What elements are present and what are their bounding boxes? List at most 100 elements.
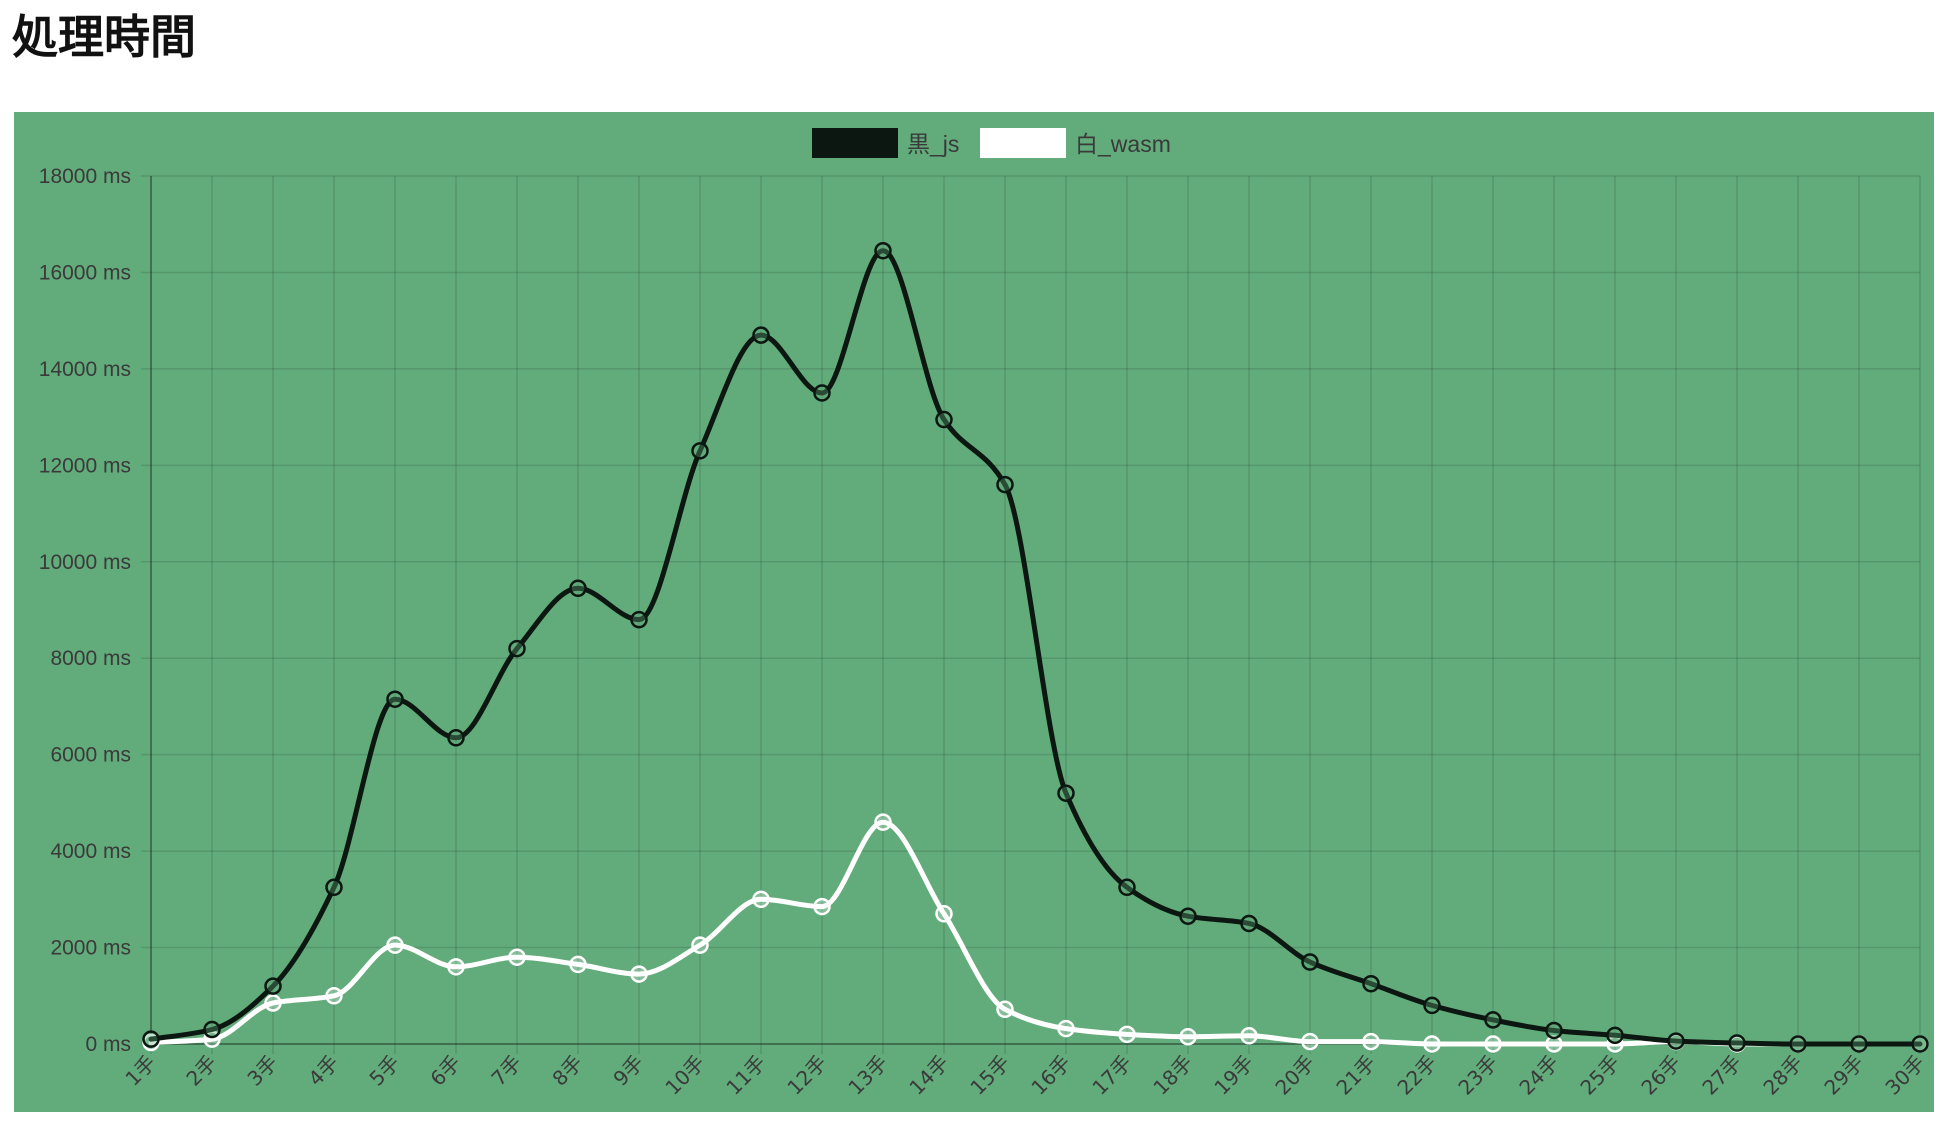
data-point[interactable]: [569, 579, 587, 598]
data-point[interactable]: [1240, 1027, 1258, 1045]
data-point[interactable]: [813, 897, 831, 916]
data-point[interactable]: [1423, 996, 1441, 1015]
axes: [150, 176, 1920, 1045]
x-tick-label: 17手: [1087, 1051, 1136, 1100]
data-point[interactable]: [1545, 1035, 1563, 1053]
data-point[interactable]: [1240, 914, 1258, 933]
legend[interactable]: 黒_js 白_wasm: [812, 128, 1171, 158]
x-tick-label: 12手: [782, 1051, 831, 1100]
data-point[interactable]: [386, 936, 404, 954]
x-tick-label: 30手: [1880, 1051, 1929, 1100]
data-point[interactable]: [1667, 1032, 1685, 1050]
x-tick-label: 2手: [181, 1051, 221, 1091]
y-tick-label: 10000 ms: [39, 551, 131, 574]
data-point[interactable]: [874, 813, 892, 831]
x-tick-label: 13手: [843, 1051, 892, 1100]
data-point[interactable]: [1179, 907, 1197, 925]
series-line: [148, 819, 1923, 1047]
data-point[interactable]: [996, 475, 1014, 494]
data-point[interactable]: [325, 987, 343, 1005]
y-tick-label: 14000 ms: [39, 358, 131, 381]
data-point[interactable]: [264, 977, 282, 995]
data-point[interactable]: [1057, 784, 1075, 802]
data-point[interactable]: [569, 955, 587, 974]
data-point[interactable]: [813, 384, 831, 402]
data-point[interactable]: [691, 442, 709, 460]
data-point[interactable]: [1118, 878, 1136, 897]
data-point[interactable]: [1545, 1021, 1563, 1040]
x-tick-label: 3手: [242, 1051, 282, 1091]
data-point[interactable]: [752, 326, 770, 344]
x-tick-label: 26手: [1636, 1051, 1685, 1100]
y-axis-ticks: 0 ms 2000 ms 4000 ms 6000 ms 8000 ms 10000 ms…: [39, 165, 131, 1056]
data-point[interactable]: [1179, 1028, 1197, 1046]
data-point[interactable]: [1301, 953, 1319, 971]
x-tick-label: 15手: [965, 1051, 1014, 1100]
data-point[interactable]: [996, 1000, 1014, 1019]
x-tick-label: 16手: [1026, 1051, 1075, 1100]
data-point[interactable]: [325, 878, 343, 897]
data-point[interactable]: [447, 958, 465, 976]
data-point[interactable]: [447, 729, 465, 747]
series-js: [142, 241, 1929, 1053]
legend-item-wasm[interactable]: 白_wasm: [980, 128, 1171, 158]
data-point[interactable]: [752, 890, 770, 909]
data-point[interactable]: [1057, 1019, 1075, 1038]
x-tick-label: 23手: [1453, 1051, 1502, 1100]
x-tick-label: 1手: [120, 1051, 160, 1091]
chart-panel: 0 ms 2000 ms 4000 ms 6000 ms 8000 ms 10000 ms…: [14, 112, 1934, 1112]
page-title: 処理時間: [12, 10, 196, 64]
x-tick-label: 7手: [486, 1051, 526, 1091]
data-point[interactable]: [935, 905, 953, 923]
data-point[interactable]: [1911, 1035, 1929, 1053]
x-tick-label: 6手: [425, 1051, 465, 1091]
x-tick-label: 27手: [1697, 1051, 1746, 1100]
data-point[interactable]: [1606, 1026, 1624, 1045]
x-tick-label: 20手: [1270, 1051, 1319, 1100]
x-tick-label: 18手: [1148, 1051, 1197, 1100]
x-tick-label: 9手: [608, 1051, 648, 1091]
data-point[interactable]: [508, 639, 526, 658]
data-point[interactable]: [1484, 1035, 1502, 1053]
data-point[interactable]: [630, 610, 648, 629]
x-tick-label: 25手: [1575, 1051, 1624, 1100]
data-point[interactable]: [1301, 1032, 1319, 1051]
data-point[interactable]: [1484, 1011, 1502, 1029]
series-lines: [142, 241, 1929, 1053]
legend-label: 黒_js: [907, 131, 959, 157]
y-tick-label: 16000 ms: [39, 261, 131, 284]
y-tick-label: 4000 ms: [50, 840, 131, 863]
data-point[interactable]: [874, 241, 892, 260]
x-tick-label: 21手: [1331, 1051, 1380, 1100]
data-point[interactable]: [1728, 1034, 1746, 1052]
data-point[interactable]: [1423, 1035, 1441, 1053]
y-tick-label: 0 ms: [85, 1033, 131, 1056]
x-axis-ticks: 1手 2手 3手 4手 5手 6手 7手 8手 9手 10手 11手 12手 13手 14手 15手 16手 1…: [120, 1051, 1929, 1100]
legend-item-js[interactable]: 黒_js: [812, 128, 959, 158]
data-point[interactable]: [1850, 1035, 1868, 1053]
legend-swatch: [812, 128, 898, 158]
data-point[interactable]: [508, 948, 526, 966]
data-point[interactable]: [1789, 1035, 1807, 1053]
x-tick-label: 11手: [721, 1051, 770, 1100]
data-point[interactable]: [1362, 1032, 1380, 1051]
series-line: [148, 248, 1923, 1047]
data-point[interactable]: [935, 410, 953, 429]
data-point[interactable]: [1118, 1025, 1136, 1044]
legend-label: 白_wasm: [1075, 131, 1171, 157]
x-tick-label: 19手: [1209, 1051, 1258, 1100]
x-tick-label: 5手: [364, 1051, 404, 1091]
data-point[interactable]: [691, 936, 709, 954]
y-tick-label: 12000 ms: [39, 454, 131, 477]
y-tick-label: 18000 ms: [39, 165, 131, 188]
x-tick-label: 14手: [904, 1051, 953, 1100]
data-point[interactable]: [264, 994, 282, 1012]
data-point[interactable]: [386, 690, 404, 708]
data-point[interactable]: [203, 1020, 221, 1039]
x-tick-label: 24手: [1514, 1051, 1563, 1100]
data-point[interactable]: [630, 965, 648, 983]
x-tick-label: 22手: [1392, 1051, 1441, 1100]
y-tick-label: 2000 ms: [50, 937, 131, 960]
data-point[interactable]: [1362, 974, 1380, 993]
data-point[interactable]: [142, 1030, 160, 1048]
